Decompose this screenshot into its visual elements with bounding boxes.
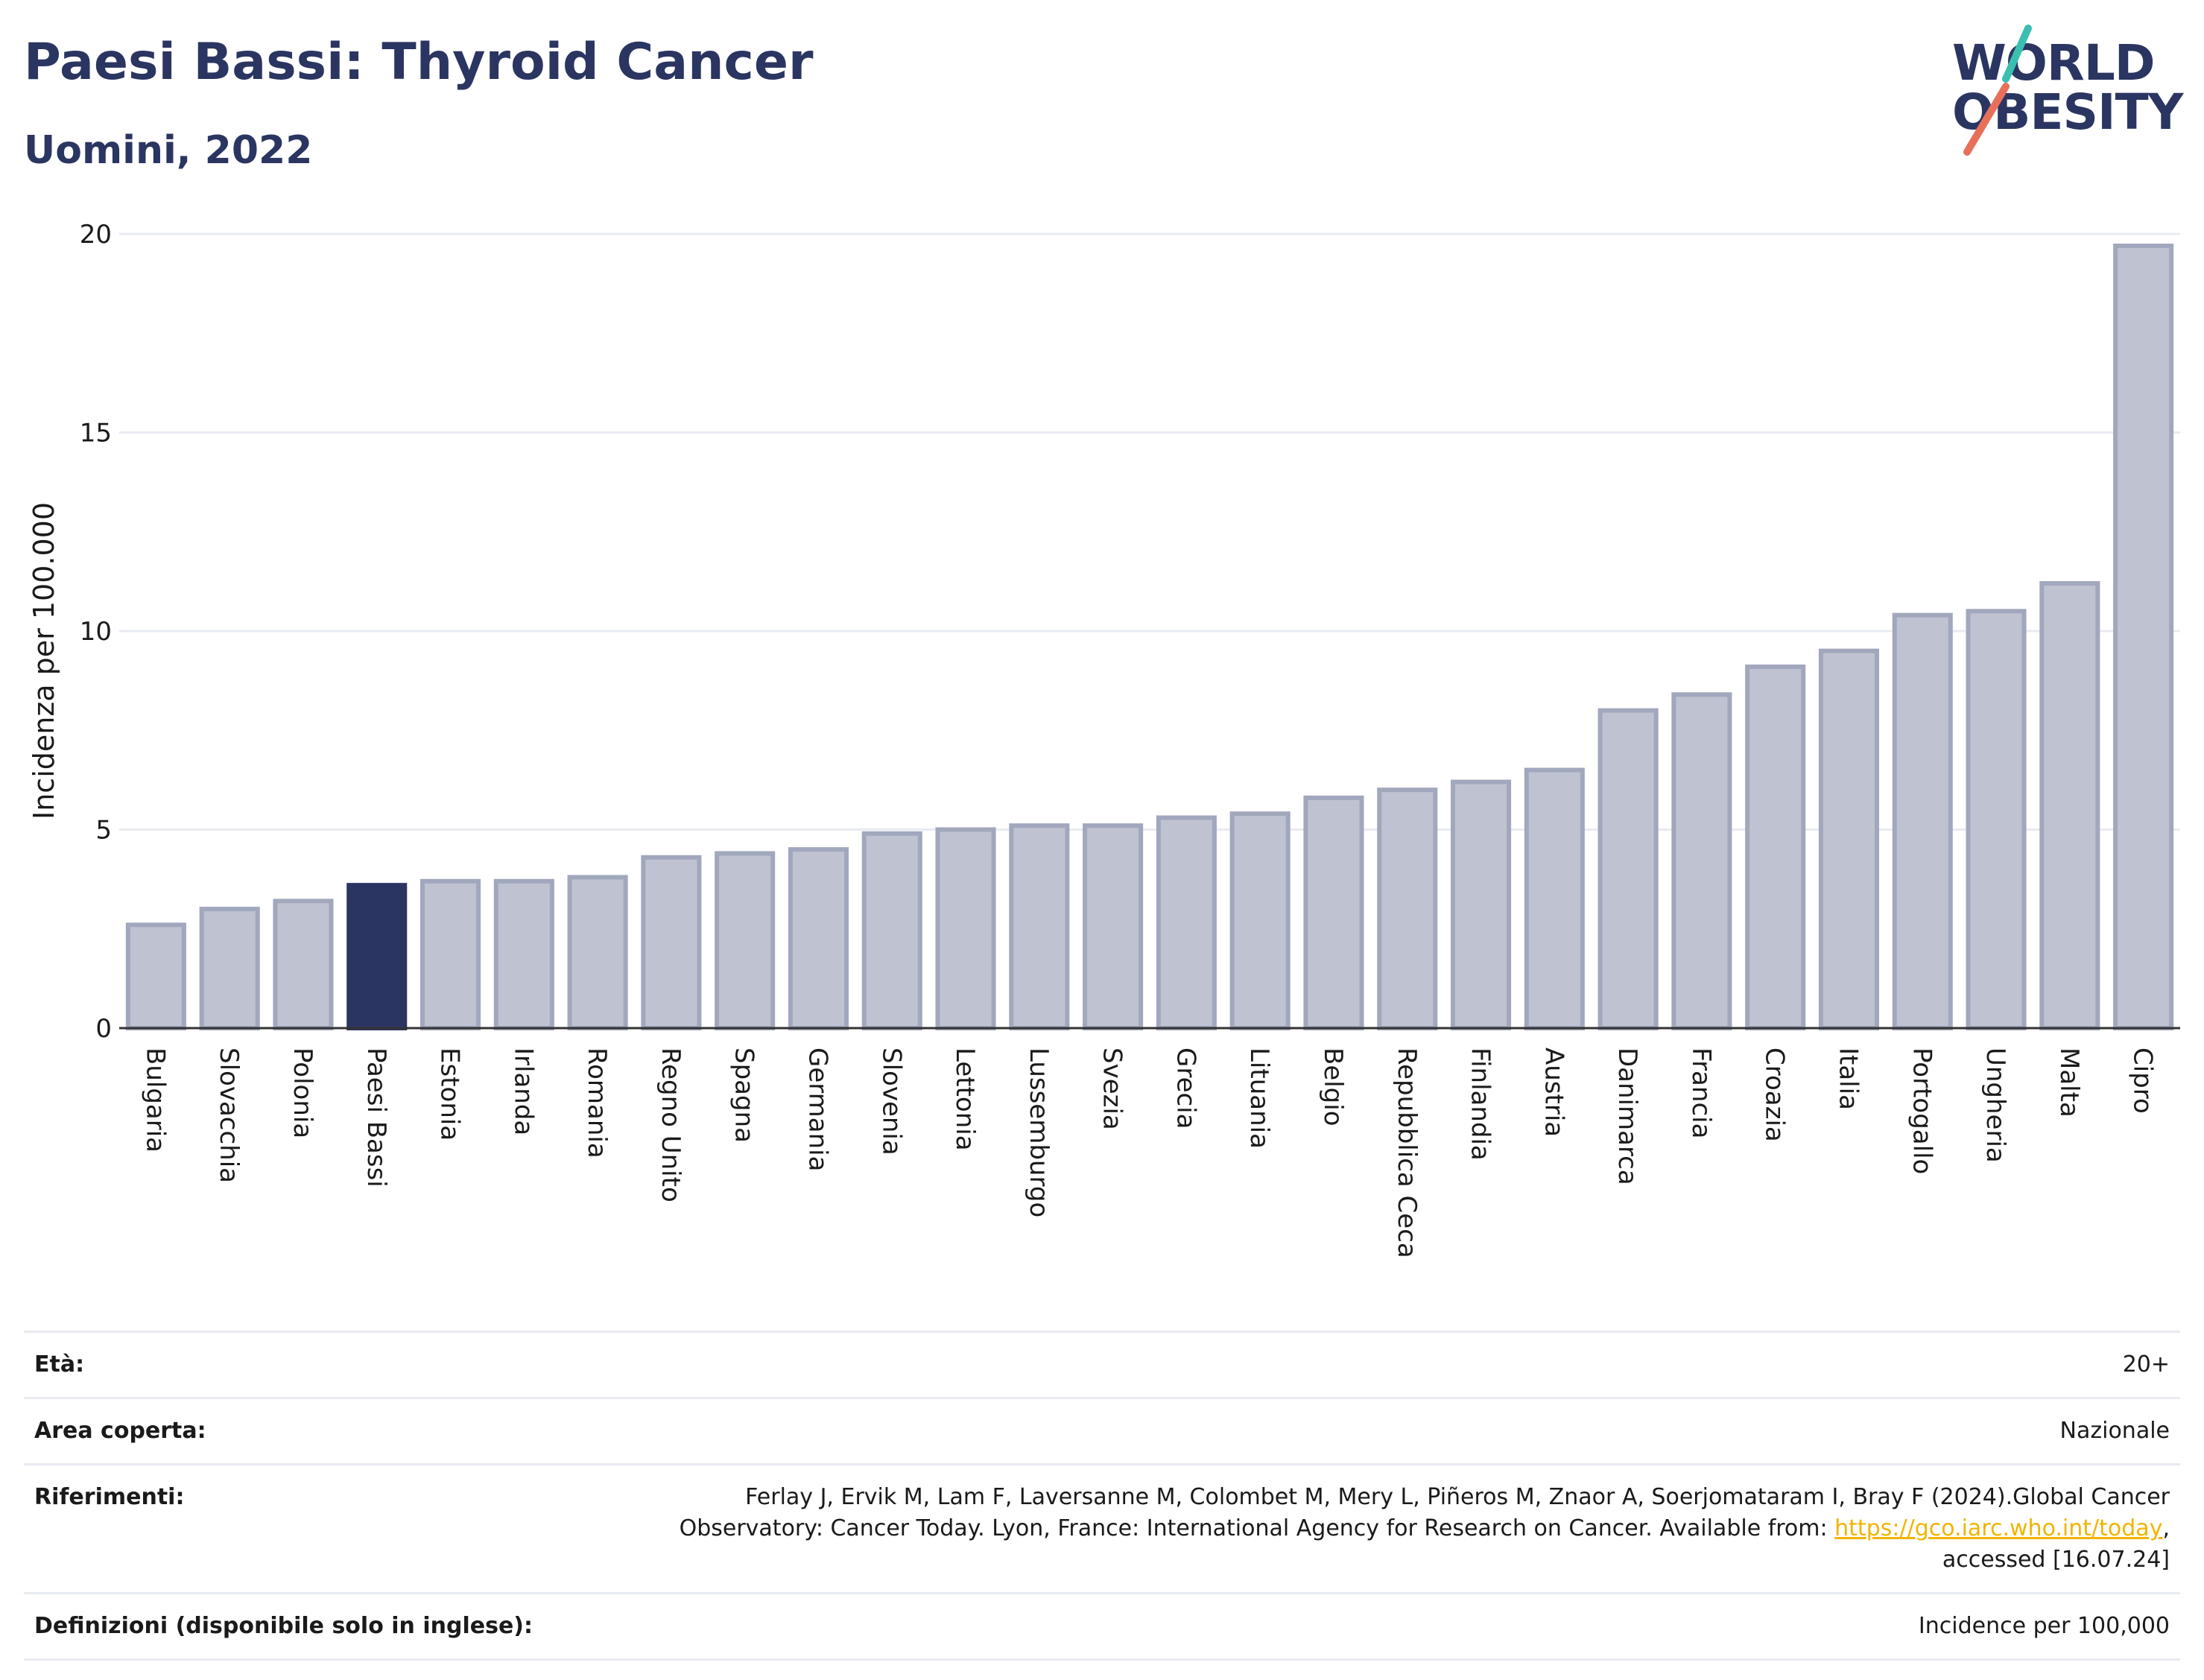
bar-irlanda bbox=[493, 878, 554, 1030]
age-value: 20+ bbox=[2122, 1351, 2170, 1378]
bar-lettonia bbox=[935, 827, 996, 1030]
area-value: Nazionale bbox=[2059, 1418, 2170, 1444]
bar-danimarca bbox=[1597, 708, 1659, 1030]
chart-title: Paesi Bassi: Thyroid Cancer bbox=[24, 33, 814, 92]
bar-austria bbox=[1524, 767, 1585, 1030]
x-tick-label: Danimarca bbox=[1612, 1047, 1642, 1185]
references-label: Riferimenti: bbox=[34, 1484, 185, 1510]
bar-regno-unito bbox=[641, 855, 702, 1030]
info-row-references: Riferimenti: Ferlay J, Ervik M, Lam F, L… bbox=[24, 1464, 2180, 1594]
info-row-age: Età: 20+ bbox=[24, 1331, 2180, 1398]
info-table: Età: 20+ Area coperta: Nazionale Riferim… bbox=[24, 1331, 2180, 1661]
y-tick-label: 20 bbox=[80, 220, 112, 250]
x-tick-label: Finlandia bbox=[1466, 1047, 1495, 1161]
x-tick-label: Svezia bbox=[1098, 1047, 1127, 1130]
bar-italia bbox=[1818, 648, 1880, 1031]
x-tick-label: Croazia bbox=[1760, 1047, 1790, 1142]
references-link[interactable]: https://gco.iarc.who.int/today bbox=[1834, 1515, 2163, 1541]
definitions-value: Incidence per 100,000 bbox=[1918, 1613, 2170, 1639]
bar-malta bbox=[2039, 581, 2100, 1030]
x-tick-label: Italia bbox=[1833, 1047, 1863, 1110]
x-tick-label: Germania bbox=[802, 1047, 832, 1171]
bar-grecia bbox=[1156, 815, 1217, 1030]
bar-francia bbox=[1671, 692, 1732, 1031]
bar-finlandia bbox=[1450, 779, 1512, 1030]
age-label: Età: bbox=[34, 1351, 85, 1378]
y-tick-label: 5 bbox=[95, 816, 112, 846]
info-row-definitions: Definizioni (disponibile solo in inglese… bbox=[24, 1593, 2180, 1660]
x-tick-label: Polonia bbox=[288, 1047, 317, 1138]
x-tick-label: Lussemburgo bbox=[1024, 1047, 1054, 1217]
bar-polonia bbox=[273, 898, 334, 1030]
x-tick-label: Belgio bbox=[1318, 1047, 1348, 1126]
bar-croazia bbox=[1745, 664, 1806, 1030]
x-tick-label: Grecia bbox=[1171, 1047, 1200, 1129]
x-tick-label: Slovacchia bbox=[214, 1047, 244, 1183]
logo-slash-icon bbox=[1963, 25, 2032, 156]
bar-lussemburgo bbox=[1009, 823, 1070, 1030]
bar-lituania bbox=[1229, 811, 1291, 1030]
bar-chart: 0 5 10 15 20 Bulgaria Slovacchia Polonia Paesi … bbox=[28, 220, 2180, 1258]
chart-subtitle: Uomini, 2022 bbox=[24, 128, 313, 173]
y-tick-label: 0 bbox=[95, 1014, 112, 1044]
references-text-1: Ferlay J, Ervik M, Lam F, Laversanne M, … bbox=[745, 1484, 2170, 1510]
x-tick-label: Lettonia bbox=[950, 1047, 980, 1151]
references-text-4: accessed [16.07.24] bbox=[1942, 1547, 2170, 1573]
bar-spagna bbox=[715, 851, 776, 1030]
y-tick-label: 10 bbox=[80, 617, 112, 647]
references-text-2: Observatory: Cancer Today. Lyon, France:… bbox=[679, 1515, 1835, 1541]
area-label: Area coperta: bbox=[34, 1418, 206, 1444]
references-text-3: , bbox=[2162, 1515, 2170, 1541]
logo-text-world: WORLD bbox=[1952, 34, 2156, 92]
definitions-label: Definizioni (disponibile solo in inglese… bbox=[34, 1613, 533, 1639]
bar-repubblica-ceca bbox=[1377, 787, 1438, 1030]
bar-slovenia bbox=[861, 831, 922, 1031]
x-tick-label: Cipro bbox=[2128, 1047, 2158, 1114]
bar-estonia bbox=[419, 878, 481, 1030]
bar-romania bbox=[567, 875, 628, 1031]
x-tick-label: Repubblica Ceca bbox=[1392, 1047, 1422, 1258]
bars bbox=[125, 243, 2174, 1031]
references-value: Ferlay J, Ervik M, Lam F, Laversanne M, … bbox=[626, 1465, 2180, 1594]
x-tick-label: Estonia bbox=[435, 1047, 465, 1141]
x-tick-label: Regno Unito bbox=[656, 1047, 685, 1202]
x-tick-label: Francia bbox=[1686, 1047, 1716, 1138]
bar-cipro bbox=[2113, 243, 2174, 1031]
world-obesity-logo: WORLD OBESITY bbox=[1937, 15, 2191, 164]
x-tick-label: Spagna bbox=[729, 1047, 759, 1143]
y-tick-label: 15 bbox=[80, 419, 112, 448]
bar-ungheria bbox=[1966, 609, 2027, 1030]
x-tick-label: Romania bbox=[582, 1047, 612, 1158]
bar-portogallo bbox=[1892, 612, 1953, 1030]
x-tick-label: Paesi Bassi bbox=[361, 1047, 391, 1188]
bar-bulgaria bbox=[125, 922, 186, 1030]
y-axis-ticks: 0 5 10 15 20 bbox=[80, 220, 112, 1044]
x-tick-label: Austria bbox=[1539, 1047, 1568, 1137]
x-tick-label: Slovenia bbox=[876, 1047, 906, 1156]
info-row-area: Area coperta: Nazionale bbox=[24, 1398, 2180, 1465]
bar-germania bbox=[788, 847, 849, 1031]
bar-slovacchia bbox=[199, 907, 260, 1030]
x-tick-label: Ungheria bbox=[1980, 1047, 2010, 1163]
x-tick-label: Lituania bbox=[1244, 1047, 1274, 1149]
bar-belgio bbox=[1303, 795, 1364, 1030]
x-tick-label: Malta bbox=[2054, 1047, 2084, 1118]
x-tick-label: Portogallo bbox=[1907, 1047, 1937, 1174]
y-axis-label: Incidenza per 100.000 bbox=[28, 502, 60, 820]
bar-paesi-bassi bbox=[346, 883, 408, 1030]
x-tick-label: Bulgaria bbox=[140, 1047, 170, 1153]
x-tick-label: Irlanda bbox=[508, 1047, 538, 1135]
x-axis-ticks: Bulgaria Slovacchia Polonia Paesi Bassi Esto… bbox=[140, 1047, 2157, 1258]
bar-svezia bbox=[1083, 823, 1144, 1030]
